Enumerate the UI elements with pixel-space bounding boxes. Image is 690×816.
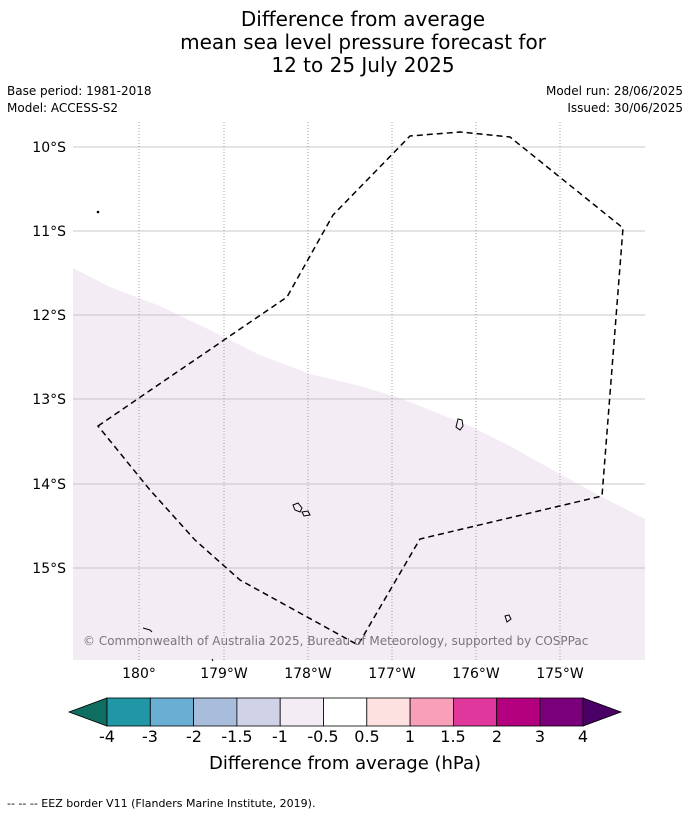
colorbar-tick: 3 — [534, 727, 546, 746]
meta-right: Model run: 28/06/2025 Issued: 30/06/2025 — [546, 83, 683, 117]
lon-label-179w: 179°W — [200, 666, 248, 682]
eez-legend-note: -- -- -- EEZ border V11 (Flanders Marine… — [7, 797, 316, 810]
colorbar-bin-9 — [452, 697, 498, 727]
colorbar-bin-4 — [236, 697, 281, 727]
islands — [96, 210, 512, 662]
colorbar-bin-7 — [366, 697, 411, 727]
lon-label-178w: 178°W — [284, 666, 332, 682]
eez-border — [96, 131, 624, 647]
base-period: Base period: 1981-2018 — [7, 84, 152, 98]
island-alofi — [301, 510, 311, 517]
meta-left: Base period: 1981-2018 Model: ACCESS-S2 — [7, 83, 152, 117]
lat-label-12s: 12°S — [32, 308, 66, 324]
colorbar-tick: 1 — [404, 727, 416, 746]
colorbar-tick: -4 — [99, 727, 115, 746]
colorbar-bin-10 — [496, 697, 541, 727]
issued-date: Issued: 30/06/2025 — [567, 101, 683, 115]
lon-label-176w: 176°W — [452, 666, 500, 682]
island-wallis — [455, 418, 464, 431]
copyright-text: © Commonwealth of Australia 2025, Bureau… — [83, 634, 588, 648]
colorbar-tick: 2 — [491, 727, 503, 746]
title-line-3: 12 to 25 July 2025 — [271, 53, 455, 77]
colorbar-extend-high — [582, 697, 623, 727]
colorbar-tick: -2 — [186, 727, 202, 746]
islet-south — [211, 658, 214, 662]
islet-north — [96, 210, 100, 214]
chart-title: Difference from average mean sea level p… — [0, 8, 690, 77]
colorbar-tick: -1 — [272, 727, 288, 746]
colorbar-bin-2 — [149, 697, 195, 727]
lon-label-177w: 177°W — [368, 666, 416, 682]
colorbar-title: Difference from average (hPa) — [208, 753, 482, 774]
title-line-2: mean sea level pressure forecast for — [180, 30, 546, 54]
lat-gridlines — [73, 146, 645, 569]
model-name: Model: ACCESS-S2 — [7, 101, 119, 115]
colorbar-bin-8 — [409, 697, 454, 727]
lon-labels: 180° 179°W 178°W 177°W 176°W 175°W — [122, 666, 584, 682]
lon-label-175w: 175°W — [536, 666, 584, 682]
colorbar-tick: -0.5 — [307, 727, 339, 746]
lat-label-15s: 15°S — [32, 561, 66, 577]
lat-label-13s: 13°S — [32, 392, 66, 408]
island-niuafoou — [504, 614, 512, 623]
lat-label-10s: 10°S — [32, 140, 66, 156]
colorbar-tick: 1.5 — [440, 727, 466, 746]
title-line-1: Difference from average — [240, 7, 486, 31]
model-run: Model run: 28/06/2025 — [545, 84, 683, 98]
colorbar-tick: 4 — [577, 727, 589, 746]
colorbar-tick: 0.5 — [354, 727, 380, 746]
lat-label-14s: 14°S — [32, 477, 66, 493]
colorbar-extend-low — [67, 697, 108, 727]
colorbar-tick: -3 — [142, 727, 158, 746]
lat-label-11s: 11°S — [32, 224, 66, 240]
colorbar — [67, 697, 623, 727]
lon-label-180: 180° — [122, 666, 156, 682]
colorbar-tick: -1.5 — [221, 727, 253, 746]
colorbar-bin-3 — [193, 697, 238, 727]
lat-labels: 10°S 11°S 12°S 13°S 14°S 15°S — [32, 140, 66, 577]
island-fiji-north — [142, 627, 153, 633]
colorbar-bin-11 — [539, 697, 584, 727]
colorbar-bin-1 — [106, 697, 151, 727]
colorbar-bin-5 — [279, 697, 324, 727]
anomaly-shading — [73, 268, 645, 660]
island-futuna — [292, 502, 303, 513]
colorbar-bin-6 — [323, 697, 368, 727]
